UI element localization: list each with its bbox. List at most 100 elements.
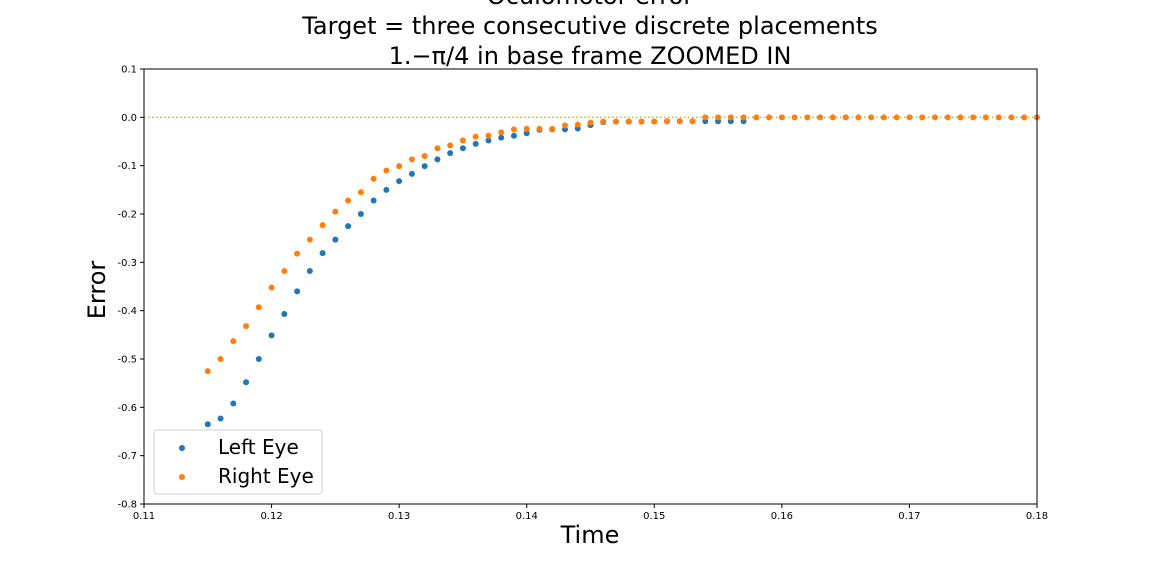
data-point-right-eye — [434, 145, 441, 152]
y-tick-label: -0.2 — [117, 210, 137, 221]
data-point-left-eye — [345, 223, 352, 230]
data-point-left-eye — [204, 421, 211, 428]
data-point-right-eye — [600, 118, 607, 125]
x-tick-label: 0.15 — [643, 511, 665, 522]
data-point-right-eye — [281, 268, 288, 275]
data-point-right-eye — [370, 175, 377, 182]
data-point-right-eye — [829, 114, 836, 121]
data-point-right-eye — [753, 114, 760, 121]
data-point-left-eye — [510, 132, 517, 139]
data-point-right-eye — [204, 368, 211, 375]
data-point-left-eye — [447, 150, 454, 157]
data-point-left-eye — [523, 130, 530, 137]
data-point-right-eye — [523, 125, 530, 132]
data-point-left-eye — [498, 134, 505, 141]
data-point-right-eye — [804, 114, 811, 121]
x-tick-label: 0.13 — [388, 511, 410, 522]
data-point-right-eye — [255, 304, 262, 311]
legend-label-right-eye: Right Eye — [218, 464, 314, 488]
data-point-left-eye — [255, 356, 262, 362]
data-point-right-eye — [664, 118, 671, 125]
y-tick-label: 0.0 — [121, 113, 137, 124]
data-point-right-eye — [625, 118, 632, 125]
data-point-left-eye — [396, 178, 403, 185]
legend-marker-left-eye — [179, 445, 185, 451]
data-point-left-eye — [230, 400, 237, 407]
data-point-right-eye — [638, 118, 645, 125]
y-tick-label: 0.1 — [121, 65, 137, 76]
data-point-right-eye — [842, 114, 849, 121]
data-point-right-eye — [893, 114, 900, 121]
data-points-layer — [204, 114, 1040, 428]
x-tick-label: 0.18 — [1026, 511, 1048, 522]
data-point-left-eye — [421, 163, 428, 170]
data-point-right-eye — [702, 114, 709, 121]
data-point-right-eye — [383, 167, 390, 174]
y-tick-label: -0.3 — [117, 258, 137, 269]
y-tick-label: -0.4 — [117, 306, 137, 317]
data-point-left-eye — [332, 236, 339, 243]
data-point-left-eye — [319, 250, 326, 257]
data-point-left-eye — [472, 140, 479, 147]
data-point-right-eye — [268, 284, 275, 291]
y-tick-label: -0.1 — [117, 161, 137, 172]
legend-marker-right-eye — [179, 474, 185, 480]
data-point-right-eye — [421, 153, 428, 159]
y-axis-label: Error — [83, 261, 111, 320]
data-point-left-eye — [459, 145, 466, 152]
chart-title-group: Oculomotor error Target = three consecut… — [301, 0, 878, 70]
data-point-right-eye — [817, 114, 824, 121]
data-point-right-eye — [791, 114, 798, 121]
data-point-right-eye — [217, 356, 224, 362]
data-point-right-eye — [357, 189, 364, 196]
x-tick-label: 0.17 — [898, 511, 920, 522]
chart-title: Oculomotor error — [487, 0, 694, 10]
data-point-right-eye — [510, 126, 517, 133]
data-point-right-eye — [230, 338, 237, 345]
y-ticks-layer: 0.1 0.0 -0.1 -0.2 -0.3 -0.4 -0.5 -0.6 -0.7 -0.8 — [117, 65, 144, 511]
data-point-right-eye — [587, 119, 594, 126]
data-point-right-eye — [651, 118, 658, 125]
data-point-right-eye — [332, 208, 339, 215]
x-tick-label: 0.16 — [771, 511, 793, 522]
data-point-right-eye — [459, 137, 466, 144]
legend-label-left-eye: Left Eye — [218, 435, 299, 459]
data-point-right-eye — [1008, 114, 1015, 121]
data-point-right-eye — [561, 122, 568, 129]
data-point-right-eye — [549, 125, 556, 132]
data-point-right-eye — [536, 125, 543, 132]
y-tick-label: -0.5 — [117, 355, 137, 366]
data-point-right-eye — [243, 323, 250, 330]
data-point-right-eye — [676, 118, 683, 125]
data-point-right-eye — [715, 114, 722, 121]
data-point-right-eye — [408, 156, 415, 163]
y-tick-label: -0.8 — [117, 500, 137, 511]
data-point-right-eye — [498, 129, 505, 136]
y-tick-label: -0.7 — [117, 451, 137, 462]
data-point-left-eye — [383, 186, 390, 193]
x-ticks-layer: 0.11 0.12 0.13 0.14 0.15 0.16 0.17 0.18 — [133, 504, 1048, 522]
data-point-left-eye — [306, 268, 313, 275]
data-point-right-eye — [868, 114, 875, 121]
data-point-right-eye — [957, 114, 964, 121]
data-point-right-eye — [472, 133, 479, 140]
chart-subtitle-line-1: Target = three consecutive discrete plac… — [301, 12, 878, 40]
data-point-right-eye — [982, 114, 989, 121]
data-point-left-eye — [217, 415, 224, 422]
plot-frame — [143, 68, 1038, 505]
data-point-right-eye — [574, 121, 581, 128]
data-point-left-eye — [268, 332, 275, 339]
data-point-left-eye — [370, 197, 377, 204]
x-tick-label: 0.12 — [260, 511, 282, 522]
data-point-right-eye — [855, 114, 862, 121]
data-point-right-eye — [944, 114, 951, 121]
data-point-right-eye — [880, 114, 887, 121]
data-point-left-eye — [485, 137, 492, 144]
data-point-left-eye — [294, 288, 301, 295]
data-point-right-eye — [906, 114, 913, 121]
data-point-right-eye — [396, 163, 403, 170]
data-point-right-eye — [727, 114, 734, 121]
chart-subtitle-line-2: 1.−π/4 in base frame ZOOMED IN — [389, 42, 792, 70]
data-point-right-eye — [970, 114, 977, 121]
